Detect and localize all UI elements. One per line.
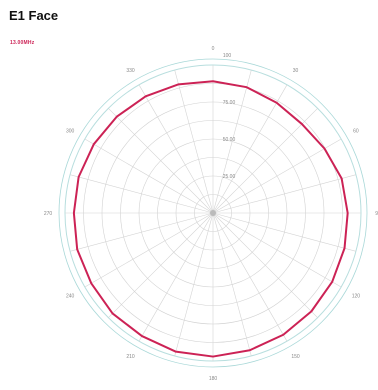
grid-spoke	[212, 212, 342, 288]
grid-spoke	[69, 174, 214, 214]
outer-ring	[58, 58, 368, 368]
grid-spoke	[212, 212, 288, 342]
angle-label: 120	[352, 294, 361, 300]
grid-spoke	[212, 212, 318, 318]
radial-tick-label: 25.00	[223, 174, 236, 180]
series-layer	[72, 80, 349, 358]
angle-label: 90	[375, 211, 378, 217]
angle-label: 0	[212, 46, 215, 52]
grid-spoke	[212, 212, 252, 357]
label-layer: 0 30 60 90 120 150 180 210 240 270 300 330 25.00 50.0…	[44, 46, 378, 382]
grid-spoke	[212, 174, 357, 214]
grid-spoke	[69, 212, 214, 252]
grid-spoke	[174, 69, 214, 214]
radial-tick-label: 50.00	[223, 137, 236, 143]
grid-spoke	[108, 108, 214, 214]
angle-label: 270	[44, 211, 53, 217]
polar-grid	[58, 58, 368, 368]
grid-spoke	[138, 212, 214, 342]
grid-spoke	[84, 212, 214, 288]
angle-label: 240	[66, 294, 75, 300]
series-line	[72, 80, 349, 358]
grid-spoke	[138, 84, 214, 214]
legend-entry: 13.00MHz	[10, 40, 35, 46]
angle-label: 60	[353, 129, 359, 135]
grid-spoke	[212, 108, 318, 214]
grid-spoke	[212, 84, 288, 214]
grid-spoke	[212, 212, 357, 252]
grid-spoke	[212, 138, 342, 214]
center-dot	[210, 210, 216, 216]
chart-title: E1 Face	[9, 8, 59, 23]
angle-label: 30	[293, 68, 299, 74]
grid-spoke	[84, 138, 214, 214]
radial-tick-label: 100	[223, 53, 232, 59]
grid-spoke	[212, 69, 252, 214]
angle-label: 330	[126, 68, 135, 74]
angle-label: 150	[291, 354, 300, 360]
angle-label: 180	[209, 376, 218, 382]
radial-tick-label: 75.00	[223, 100, 236, 106]
angle-label: 210	[126, 354, 135, 360]
angle-label: 300	[66, 129, 75, 135]
grid-spoke	[108, 212, 214, 318]
grid-spoke	[174, 212, 214, 357]
